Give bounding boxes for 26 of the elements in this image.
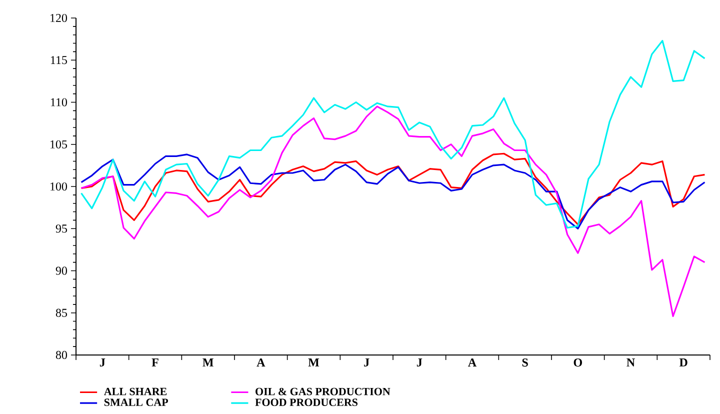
x-tick-label: M bbox=[202, 358, 214, 366]
legend-label: ALL SHARE bbox=[104, 388, 167, 396]
x-tick-label: A bbox=[256, 358, 266, 366]
y-tick-label: 100 bbox=[50, 182, 68, 191]
x-tick-label: J bbox=[416, 358, 422, 366]
x-tick-label: A bbox=[468, 358, 476, 366]
legend-label: OIL & GAS PRODUCTION bbox=[256, 388, 390, 396]
x-tick-label: J bbox=[364, 358, 370, 366]
x-tick-label: F bbox=[152, 358, 158, 366]
y-tick-label: 90 bbox=[56, 266, 68, 275]
x-tick-label: S bbox=[522, 358, 528, 367]
y-tick-label: 110 bbox=[50, 98, 68, 106]
y-tick-label: 120 bbox=[50, 14, 68, 22]
legend-label: SMALL CAP bbox=[104, 398, 168, 406]
y-tick-label: 115 bbox=[50, 56, 68, 64]
x-tick-label: N bbox=[626, 358, 635, 366]
line-series bbox=[80, 40, 706, 229]
x-tick-label: J bbox=[100, 358, 106, 366]
y-tick-label: 80 bbox=[56, 350, 68, 360]
y-tick-label: 85 bbox=[56, 308, 68, 317]
y-tick-label: 105 bbox=[50, 140, 68, 148]
x-tick-label: O bbox=[574, 358, 582, 367]
x-tick-label: D bbox=[679, 358, 688, 366]
x-tick-label: M bbox=[308, 358, 320, 366]
legend-label: FOOD PRODUCERS bbox=[255, 398, 358, 406]
y-tick-label: 95 bbox=[56, 224, 68, 233]
